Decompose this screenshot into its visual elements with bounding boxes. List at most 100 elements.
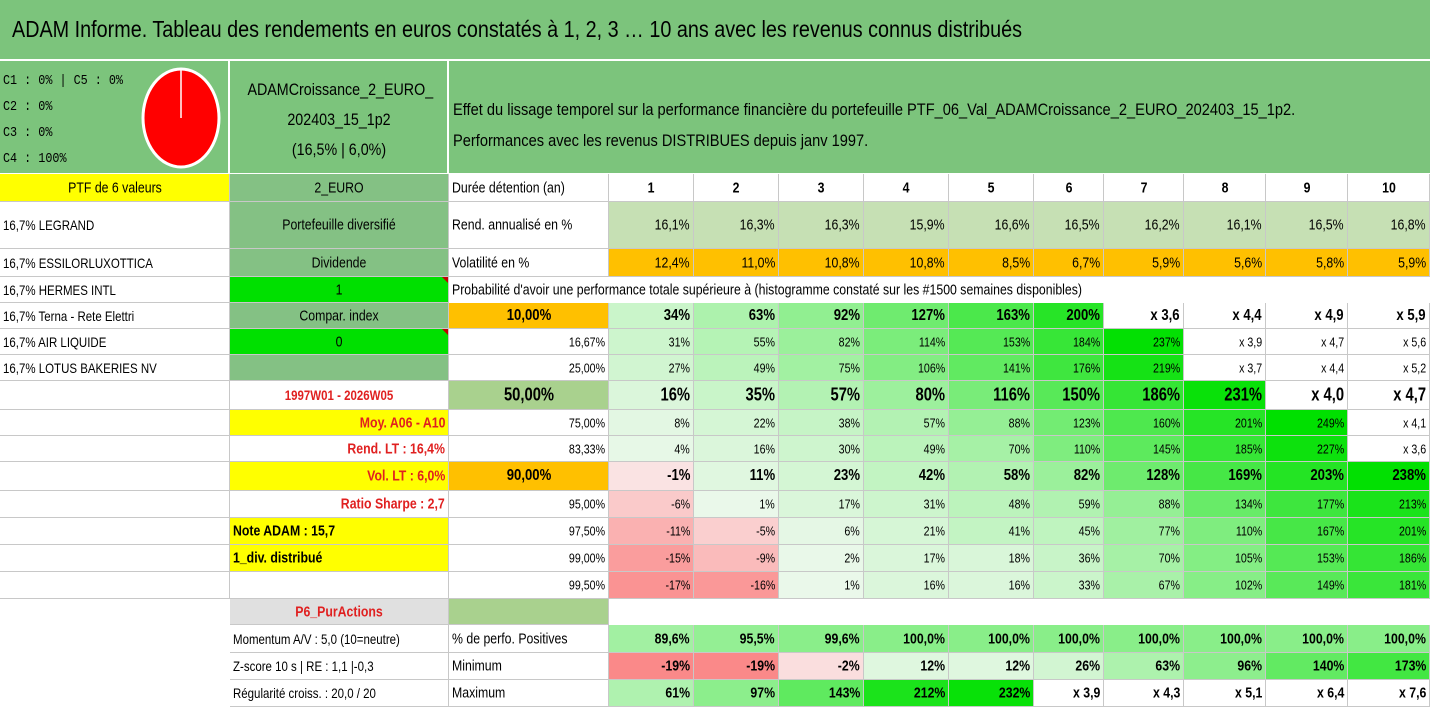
probability-value: 227% bbox=[1266, 436, 1348, 462]
probability-value-text: 128% bbox=[1146, 467, 1180, 484]
probability-value-text: x 3,7 bbox=[1238, 360, 1262, 375]
minimum-value-text: 63% bbox=[1155, 657, 1180, 675]
positive-value-text: 100,0% bbox=[1220, 630, 1262, 647]
probability-value: 58% bbox=[949, 462, 1034, 491]
probability-value: 163% bbox=[949, 303, 1034, 329]
probability-value: 45% bbox=[1034, 518, 1104, 545]
blank-cell bbox=[0, 381, 230, 410]
blank-cell bbox=[230, 572, 449, 599]
vol-value: 12,4% bbox=[609, 249, 694, 277]
vol-lt-label-text: Vol. LT : 6,0% bbox=[366, 467, 445, 485]
probability-value-text: 153% bbox=[1316, 550, 1344, 566]
vol-value: 5,9% bbox=[1348, 249, 1430, 277]
positive-value: 100,0% bbox=[1034, 625, 1104, 653]
rend-value-text: 16,5% bbox=[1065, 216, 1100, 234]
probability-value-text: 16% bbox=[1008, 577, 1030, 593]
profile-label: P6_PurActions bbox=[230, 599, 449, 625]
probability-threshold-text: 83,33% bbox=[568, 441, 605, 456]
probability-value: x 5,9 bbox=[1348, 303, 1430, 329]
probability-value-text: 150% bbox=[1062, 384, 1100, 405]
maximum-value-text: x 6,4 bbox=[1316, 684, 1344, 702]
holding-tag: Compar. index bbox=[230, 303, 449, 329]
probability-value: 49% bbox=[694, 355, 779, 381]
probability-value: 22% bbox=[694, 410, 779, 436]
probability-value-text: 38% bbox=[838, 415, 860, 430]
probability-value: 181% bbox=[1348, 572, 1430, 599]
rend-lt-label-text: Rend. LT : 16,4% bbox=[347, 440, 445, 457]
probability-threshold: 97,50% bbox=[449, 518, 609, 545]
probability-value-text: 33% bbox=[1078, 577, 1100, 593]
probability-value-text: 114% bbox=[918, 334, 945, 349]
year-header-text: 7 bbox=[1140, 179, 1147, 196]
probability-value: 184% bbox=[1034, 329, 1104, 355]
probability-value: x 4,4 bbox=[1266, 355, 1348, 381]
probability-value: 35% bbox=[694, 381, 779, 410]
probability-value: 88% bbox=[1104, 491, 1184, 518]
fund-name-line: 202403_15_1p2 bbox=[287, 110, 391, 129]
probability-value: -6% bbox=[609, 491, 694, 518]
probability-value: 149% bbox=[1266, 572, 1348, 599]
probability-title: Probabilité d'avoir une performance tota… bbox=[449, 277, 1430, 303]
probability-value: 153% bbox=[1266, 545, 1348, 572]
minimum-value: -19% bbox=[609, 653, 694, 680]
probability-value-text: 201% bbox=[1398, 523, 1426, 539]
allocation-line: C4 : 100% bbox=[3, 151, 67, 167]
minimum-value: 26% bbox=[1034, 653, 1104, 680]
vol-value: 11,0% bbox=[694, 249, 779, 277]
note-label: Note ADAM : 15,7 bbox=[230, 518, 449, 545]
vol-value: 8,5% bbox=[949, 249, 1034, 277]
probability-value-text: 200% bbox=[1066, 306, 1100, 324]
rend-value: 16,8% bbox=[1348, 202, 1430, 249]
probability-value: 80% bbox=[864, 381, 949, 410]
probability-value: 200% bbox=[1034, 303, 1104, 329]
year-header-text: 3 bbox=[817, 179, 825, 196]
probability-value: 38% bbox=[779, 410, 864, 436]
probability-value: 67% bbox=[1104, 572, 1184, 599]
probability-value-text: 169% bbox=[1228, 467, 1262, 484]
blank-cell bbox=[0, 518, 230, 545]
probability-value: 203% bbox=[1266, 462, 1348, 491]
probability-value: 31% bbox=[609, 329, 694, 355]
probability-value: 128% bbox=[1104, 462, 1184, 491]
minimum-label: Minimum bbox=[449, 653, 609, 680]
probability-value-text: x 4,4 bbox=[1232, 306, 1262, 324]
probability-value: 48% bbox=[949, 491, 1034, 518]
probability-value: 186% bbox=[1348, 545, 1430, 572]
probability-value: 55% bbox=[694, 329, 779, 355]
positive-label: % de perfo. Positives bbox=[449, 625, 609, 653]
holding-name-text: 16,7% AIR LIQUIDE bbox=[3, 333, 107, 350]
probability-value: 141% bbox=[949, 355, 1034, 381]
probability-value-text: 82% bbox=[838, 334, 860, 349]
rend-value-text: 16,3% bbox=[740, 216, 775, 234]
probability-value-text: 48% bbox=[1008, 496, 1030, 512]
probability-threshold: 83,33% bbox=[449, 436, 609, 462]
probability-value: 201% bbox=[1184, 410, 1266, 436]
fund-name-line: ADAMCroissance_2_EURO_ bbox=[247, 80, 434, 99]
positive-value: 100,0% bbox=[1348, 625, 1430, 653]
probability-value: 127% bbox=[864, 303, 949, 329]
probability-value: 42% bbox=[864, 462, 949, 491]
moy-label-text: Moy. A06 - A10 bbox=[359, 414, 445, 431]
probability-value-text: 45% bbox=[1078, 523, 1100, 539]
duration-label: Durée détention (an) bbox=[449, 174, 609, 202]
probability-value-text: 36% bbox=[1078, 550, 1100, 566]
probability-value: 238% bbox=[1348, 462, 1430, 491]
profile-swatch bbox=[449, 599, 609, 625]
ptf-label: PTF de 6 valeurs bbox=[0, 174, 230, 202]
maximum-value-text: x 7,6 bbox=[1398, 684, 1426, 702]
probability-value: -9% bbox=[694, 545, 779, 572]
probability-threshold-text: 75,00% bbox=[568, 415, 605, 430]
positive-value: 99,6% bbox=[779, 625, 864, 653]
probability-value: 16% bbox=[864, 572, 949, 599]
minimum-value: 173% bbox=[1348, 653, 1430, 680]
minimum-value: -2% bbox=[779, 653, 864, 680]
probability-value: 1% bbox=[779, 572, 864, 599]
probability-value-text: 227% bbox=[1316, 441, 1344, 456]
year-header: 5 bbox=[949, 174, 1034, 202]
positive-value-text: 89,6% bbox=[655, 630, 690, 647]
maximum-value: x 6,4 bbox=[1266, 680, 1348, 707]
maximum-value-text: 97% bbox=[750, 684, 775, 702]
probability-value: 114% bbox=[864, 329, 949, 355]
probability-value-text: 22% bbox=[753, 415, 775, 430]
probability-value: 231% bbox=[1184, 381, 1266, 410]
